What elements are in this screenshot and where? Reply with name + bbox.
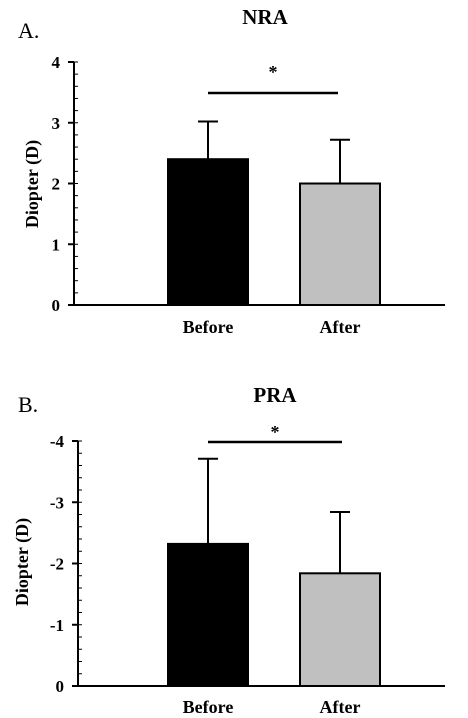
panel-label: A. [18,18,39,43]
panel-label: B. [18,392,38,417]
x-tick-label-after: After [320,317,361,337]
y-axis-label: Diopter (D) [12,518,33,606]
significance-marker: * [269,62,278,82]
x-tick-label-before: Before [183,317,234,337]
chart-title: PRA [253,383,297,407]
x-tick-label-after: After [320,697,361,717]
y-tick-label: -2 [50,555,64,574]
bar-after [299,572,381,687]
bar-before [167,542,249,688]
y-tick-label: -4 [50,432,65,451]
y-tick-label: 0 [56,677,65,696]
y-tick-label: 2 [52,175,61,194]
x-tick-label-before: Before [183,697,234,717]
chart-title: NRA [242,5,288,29]
bar-before [167,158,249,306]
y-tick-label: 4 [52,53,61,72]
chart-panel-nra: A. NRA Diopter (D) 0 1 2 3 4 Before After * [18,5,445,337]
y-tick-label: -3 [50,493,64,512]
bar-after [299,182,381,306]
y-tick-label: 1 [52,235,61,254]
y-tick-label: -1 [50,616,64,635]
significance-marker: * [271,422,280,442]
y-tick-label: 0 [52,296,61,315]
chart-panel-pra: B. PRA Diopter (D) 0 -1 -2 -3 -4 Before After * [12,383,445,717]
y-tick-label: 3 [52,114,61,133]
y-axis-label: Diopter (D) [22,140,43,228]
